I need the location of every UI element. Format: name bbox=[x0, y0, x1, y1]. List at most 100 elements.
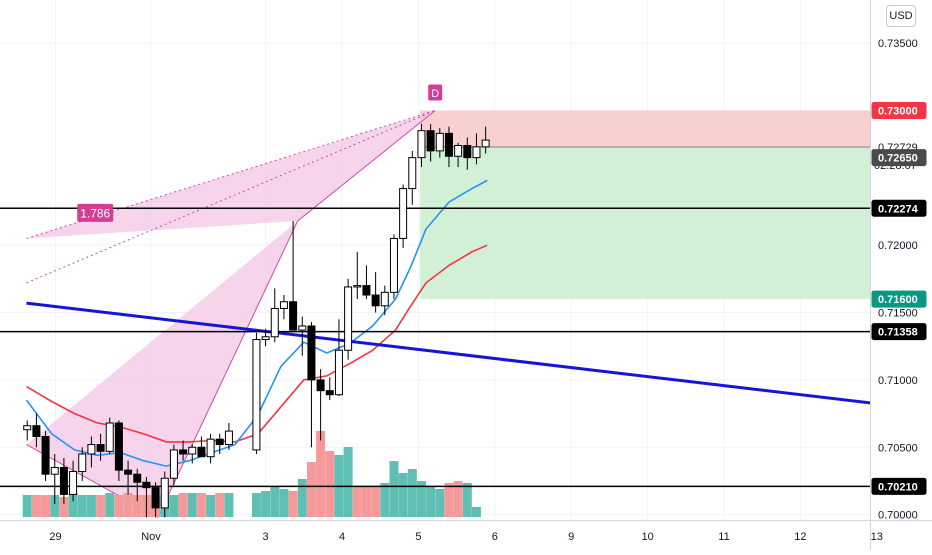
volume-bar bbox=[325, 451, 335, 517]
trendline bbox=[26, 301, 870, 405]
candle bbox=[408, 150, 417, 205]
candle-body bbox=[96, 444, 105, 452]
time-tick-label: 9 bbox=[568, 531, 574, 543]
volume-bar bbox=[444, 483, 454, 517]
price-badge-box bbox=[871, 477, 927, 495]
candle-body bbox=[435, 132, 444, 152]
candle-body bbox=[142, 481, 151, 489]
volume-bar bbox=[114, 495, 124, 517]
volume-bar bbox=[196, 493, 206, 517]
ema-fast-line bbox=[25, 179, 488, 467]
volume-bar bbox=[398, 473, 408, 517]
candle-body bbox=[463, 144, 472, 159]
candle-body bbox=[307, 325, 316, 381]
candle-body bbox=[124, 469, 133, 475]
candle-body bbox=[472, 146, 481, 159]
volume-bar bbox=[132, 495, 142, 517]
volume-bar bbox=[380, 483, 390, 517]
candle-body bbox=[206, 438, 215, 458]
time-tick-label: 13 bbox=[871, 531, 883, 543]
volume-bar bbox=[215, 493, 225, 517]
time-tick-label: 3 bbox=[263, 531, 269, 543]
candle-body bbox=[289, 301, 298, 331]
candle-body bbox=[169, 449, 178, 479]
volume-bar bbox=[471, 507, 481, 517]
candle bbox=[463, 137, 472, 170]
price-tick-label: 0.70500 bbox=[878, 442, 918, 454]
candle bbox=[50, 453, 59, 504]
volume-bar bbox=[68, 493, 78, 517]
price-badge-box bbox=[871, 290, 927, 308]
volume-bar bbox=[187, 493, 197, 517]
candle-body bbox=[224, 430, 233, 446]
price-tick-label: 0.70000 bbox=[878, 510, 918, 522]
candle-body bbox=[389, 237, 398, 293]
volume-bar bbox=[389, 461, 399, 517]
volume-bar bbox=[426, 487, 436, 517]
candle bbox=[151, 482, 160, 518]
price-tick-label: 0.72000 bbox=[878, 240, 918, 252]
candle bbox=[316, 369, 325, 441]
candle bbox=[87, 436, 96, 468]
candle-body bbox=[105, 422, 114, 452]
candle bbox=[261, 328, 270, 347]
candle-body bbox=[160, 477, 169, 509]
candle-body bbox=[426, 130, 435, 152]
price-badge-text: 0.71600 bbox=[878, 294, 918, 306]
volume-bar bbox=[123, 493, 133, 517]
candle-body bbox=[334, 349, 343, 396]
candle bbox=[426, 123, 435, 162]
time-tick-label: 11 bbox=[718, 531, 729, 543]
candle-body bbox=[316, 379, 325, 392]
candle bbox=[362, 265, 371, 300]
volume-bar bbox=[407, 469, 417, 517]
price-badge-box bbox=[871, 199, 927, 217]
candle-body bbox=[344, 286, 353, 351]
candle bbox=[325, 377, 334, 401]
candle-body bbox=[188, 446, 197, 455]
volume-bar bbox=[279, 489, 289, 517]
candle-body bbox=[114, 422, 123, 471]
candle bbox=[389, 234, 398, 300]
pattern-legs bbox=[26, 110, 436, 519]
volume-bar bbox=[77, 495, 87, 517]
candle bbox=[142, 476, 151, 518]
candle bbox=[32, 413, 41, 448]
volume-bar bbox=[178, 493, 188, 517]
candle bbox=[41, 431, 50, 481]
candle-body bbox=[270, 307, 279, 338]
candle bbox=[105, 417, 114, 454]
candle-body bbox=[23, 425, 32, 431]
currency-button[interactable]: USD bbox=[886, 5, 916, 27]
candle bbox=[371, 272, 380, 313]
candle bbox=[454, 142, 463, 168]
volume-bar bbox=[316, 431, 326, 517]
candle bbox=[334, 319, 343, 397]
candle bbox=[96, 433, 105, 461]
candle bbox=[179, 440, 188, 461]
volume-bar bbox=[105, 493, 115, 517]
volume-bar bbox=[31, 495, 41, 517]
time-tick-label: 6 bbox=[492, 531, 498, 543]
candle bbox=[444, 126, 453, 168]
price-badge: 0.71358 bbox=[871, 323, 927, 341]
time-tick-label: Nov bbox=[141, 531, 161, 543]
candle bbox=[188, 444, 197, 464]
price-badge-box bbox=[871, 149, 927, 167]
candle-body bbox=[215, 438, 224, 446]
candle bbox=[215, 433, 224, 454]
price-badge-text: 0.72274 bbox=[878, 203, 919, 215]
stop-loss-zone bbox=[419, 110, 870, 147]
volume-bar bbox=[435, 489, 445, 517]
candle-body bbox=[279, 301, 288, 309]
volume-bar bbox=[343, 447, 353, 517]
volume-bar bbox=[41, 495, 51, 517]
volume-bar bbox=[169, 495, 179, 517]
price-badge-text: 0.70210 bbox=[878, 481, 918, 493]
volume-bar bbox=[86, 495, 96, 517]
volume-bar bbox=[288, 491, 298, 517]
volume-bar bbox=[361, 487, 371, 517]
candle-body bbox=[408, 157, 417, 190]
